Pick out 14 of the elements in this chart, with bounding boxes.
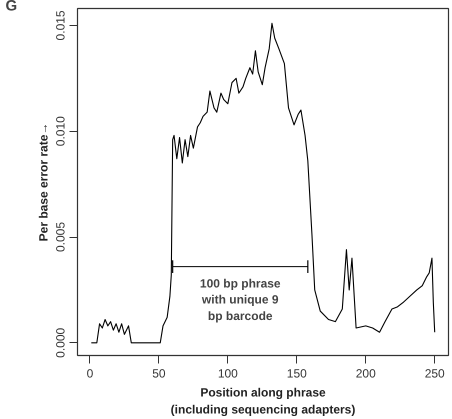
x-tick-label: 0 <box>86 366 94 380</box>
y-tick-label: 0.005 <box>54 222 68 252</box>
x-tick-label: 100 <box>218 366 238 380</box>
y-tick-label: 0.015 <box>54 10 68 40</box>
x-tick-label: 150 <box>286 366 308 380</box>
annotation: 100 bp phrase with unique 9 bp barcode <box>200 276 281 323</box>
x-axis-title: Position along phrase (including sequencing adapters) <box>170 386 356 416</box>
x-tick-label: 250 <box>424 366 446 380</box>
y-tick-label: 0.010 <box>54 116 68 146</box>
y-tick-label: 0.000 <box>54 327 68 358</box>
y-axis-title: Per base error rate→ <box>36 122 50 242</box>
x-tick-label: 200 <box>356 366 376 380</box>
x-tick-label: 50 <box>152 366 166 380</box>
text: G <box>6 0 18 14</box>
